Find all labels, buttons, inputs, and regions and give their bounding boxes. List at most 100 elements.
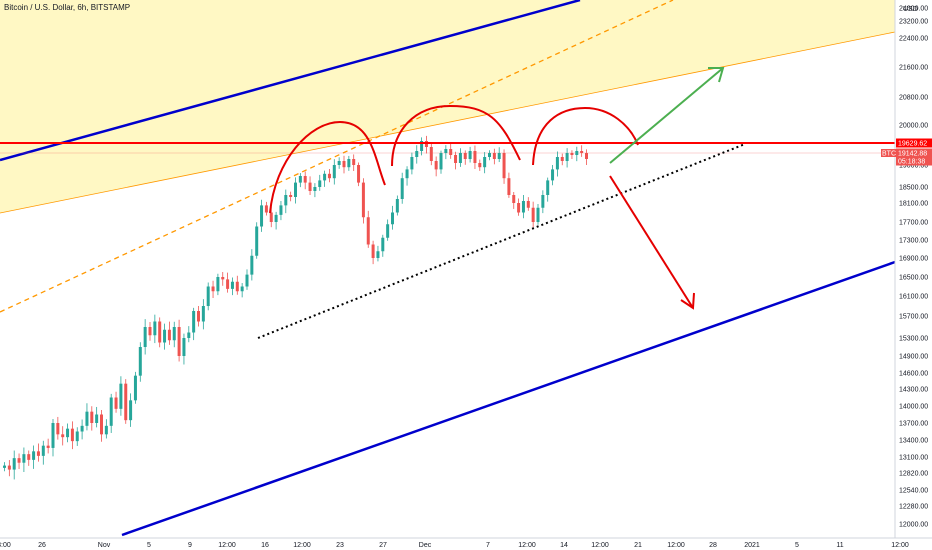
y-tick-label: 20800.00 bbox=[899, 95, 928, 102]
price-tag-label: 19629.62 bbox=[898, 141, 927, 148]
candle-body bbox=[526, 201, 530, 208]
candle-body bbox=[230, 281, 234, 289]
candle-body bbox=[260, 205, 264, 227]
x-axis-ticks: 13:00 26 Nov 5 9 12:00 16 12:00 23 27 Dec 7 12:00 14 1… bbox=[0, 542, 909, 549]
candle-body bbox=[386, 224, 390, 238]
x-tick-label: 12:00 bbox=[591, 542, 609, 549]
candle-body bbox=[361, 182, 365, 218]
y-tick-label: 16900.00 bbox=[899, 256, 928, 263]
candle-body bbox=[66, 428, 70, 438]
candle-body bbox=[376, 251, 380, 258]
y-tick-label: 13400.00 bbox=[899, 438, 928, 445]
candle-body bbox=[80, 425, 84, 432]
candle-body bbox=[488, 153, 491, 157]
y-tick-label: 12820.00 bbox=[899, 471, 928, 478]
candle-body bbox=[3, 465, 6, 468]
bearish-arrow-head bbox=[680, 292, 695, 310]
price-tag-label: 19142.88 bbox=[898, 151, 927, 158]
candle-body bbox=[473, 151, 477, 163]
candle-body bbox=[415, 151, 419, 157]
x-tick-label: 12:00 bbox=[667, 542, 685, 549]
y-tick-label: 22400.00 bbox=[899, 36, 928, 43]
candle-body bbox=[303, 176, 307, 183]
candle-body bbox=[323, 173, 327, 181]
price-axis[interactable] bbox=[895, 0, 932, 538]
bullish-arrow-head bbox=[708, 67, 725, 83]
candle-body bbox=[51, 423, 55, 448]
candle-body bbox=[580, 151, 584, 153]
candle-body bbox=[347, 159, 351, 168]
candle-body bbox=[551, 169, 555, 181]
candle-body bbox=[264, 205, 268, 213]
candle-body bbox=[235, 281, 239, 292]
candle-body bbox=[279, 205, 283, 215]
candle-body bbox=[46, 445, 50, 448]
candle-body bbox=[250, 255, 254, 275]
candle-body bbox=[434, 161, 438, 170]
candle-body bbox=[289, 195, 293, 197]
candle-body bbox=[104, 425, 108, 435]
channel-lower-line bbox=[121, 260, 896, 537]
x-tick-label: 9 bbox=[188, 542, 192, 549]
candle-body bbox=[221, 277, 225, 280]
candle-body bbox=[32, 451, 36, 460]
x-tick-label: 5 bbox=[147, 542, 151, 549]
candle-body bbox=[177, 327, 181, 356]
candle-body bbox=[75, 431, 79, 442]
candle-body bbox=[70, 428, 74, 442]
x-tick-label: Dec bbox=[419, 542, 432, 549]
y-tick-label: 12280.00 bbox=[899, 504, 928, 511]
candle-body bbox=[163, 329, 167, 343]
candle-body bbox=[318, 180, 322, 187]
candle-body bbox=[327, 173, 331, 179]
dashed-median-line bbox=[0, 0, 674, 313]
y-tick-label: 12000.00 bbox=[899, 522, 928, 529]
candle-body bbox=[507, 178, 511, 195]
candle-body bbox=[245, 274, 249, 287]
x-tick-label: 28 bbox=[709, 542, 717, 549]
y-tick-label: 13100.00 bbox=[899, 455, 928, 462]
candle-body bbox=[483, 157, 487, 168]
candle-body bbox=[585, 153, 588, 159]
candle-body bbox=[449, 149, 453, 155]
candle-body bbox=[240, 286, 244, 292]
candle-body bbox=[27, 454, 31, 460]
candle-body bbox=[226, 279, 230, 289]
y-tick-label: 17700.00 bbox=[899, 220, 928, 227]
candle-body bbox=[405, 169, 409, 179]
candle-body bbox=[366, 217, 370, 245]
y-tick-label: 17300.00 bbox=[899, 238, 928, 245]
candle-body bbox=[95, 414, 99, 423]
x-tick-label: 7 bbox=[486, 542, 490, 549]
y-tick-label: 16500.00 bbox=[899, 275, 928, 282]
candle-body bbox=[41, 445, 45, 456]
candle-body bbox=[497, 153, 501, 159]
candle-body bbox=[371, 244, 375, 258]
candle-body bbox=[521, 201, 525, 213]
candle-body bbox=[12, 458, 16, 470]
chart-title: Bitcoin / U.S. Dollar, 6h, BITSTAMP bbox=[4, 3, 131, 12]
candle-body bbox=[129, 400, 133, 421]
x-tick-label: 16 bbox=[261, 542, 269, 549]
candle-body bbox=[61, 434, 65, 438]
y-tick-label: 14600.00 bbox=[899, 371, 928, 378]
candle-body bbox=[560, 157, 564, 161]
candle-body bbox=[512, 195, 516, 203]
y-tick-label: 16100.00 bbox=[899, 294, 928, 301]
candle-body bbox=[565, 153, 569, 161]
x-tick-label: Nov bbox=[98, 542, 111, 549]
x-tick-label: 12:00 bbox=[218, 542, 236, 549]
price-tag-box bbox=[896, 148, 932, 158]
candle-body bbox=[391, 212, 394, 225]
candle-body bbox=[143, 327, 147, 347]
candle-body bbox=[439, 153, 443, 170]
time-axis[interactable] bbox=[0, 538, 932, 550]
y-tick-label: 18100.00 bbox=[899, 201, 928, 208]
candle-body bbox=[172, 327, 176, 341]
candle-body bbox=[216, 277, 220, 292]
y-tick-label: 18500.00 bbox=[899, 185, 928, 192]
candle-body bbox=[570, 153, 574, 155]
candle-body bbox=[531, 207, 535, 222]
y-tick-label: 15700.00 bbox=[899, 314, 928, 321]
